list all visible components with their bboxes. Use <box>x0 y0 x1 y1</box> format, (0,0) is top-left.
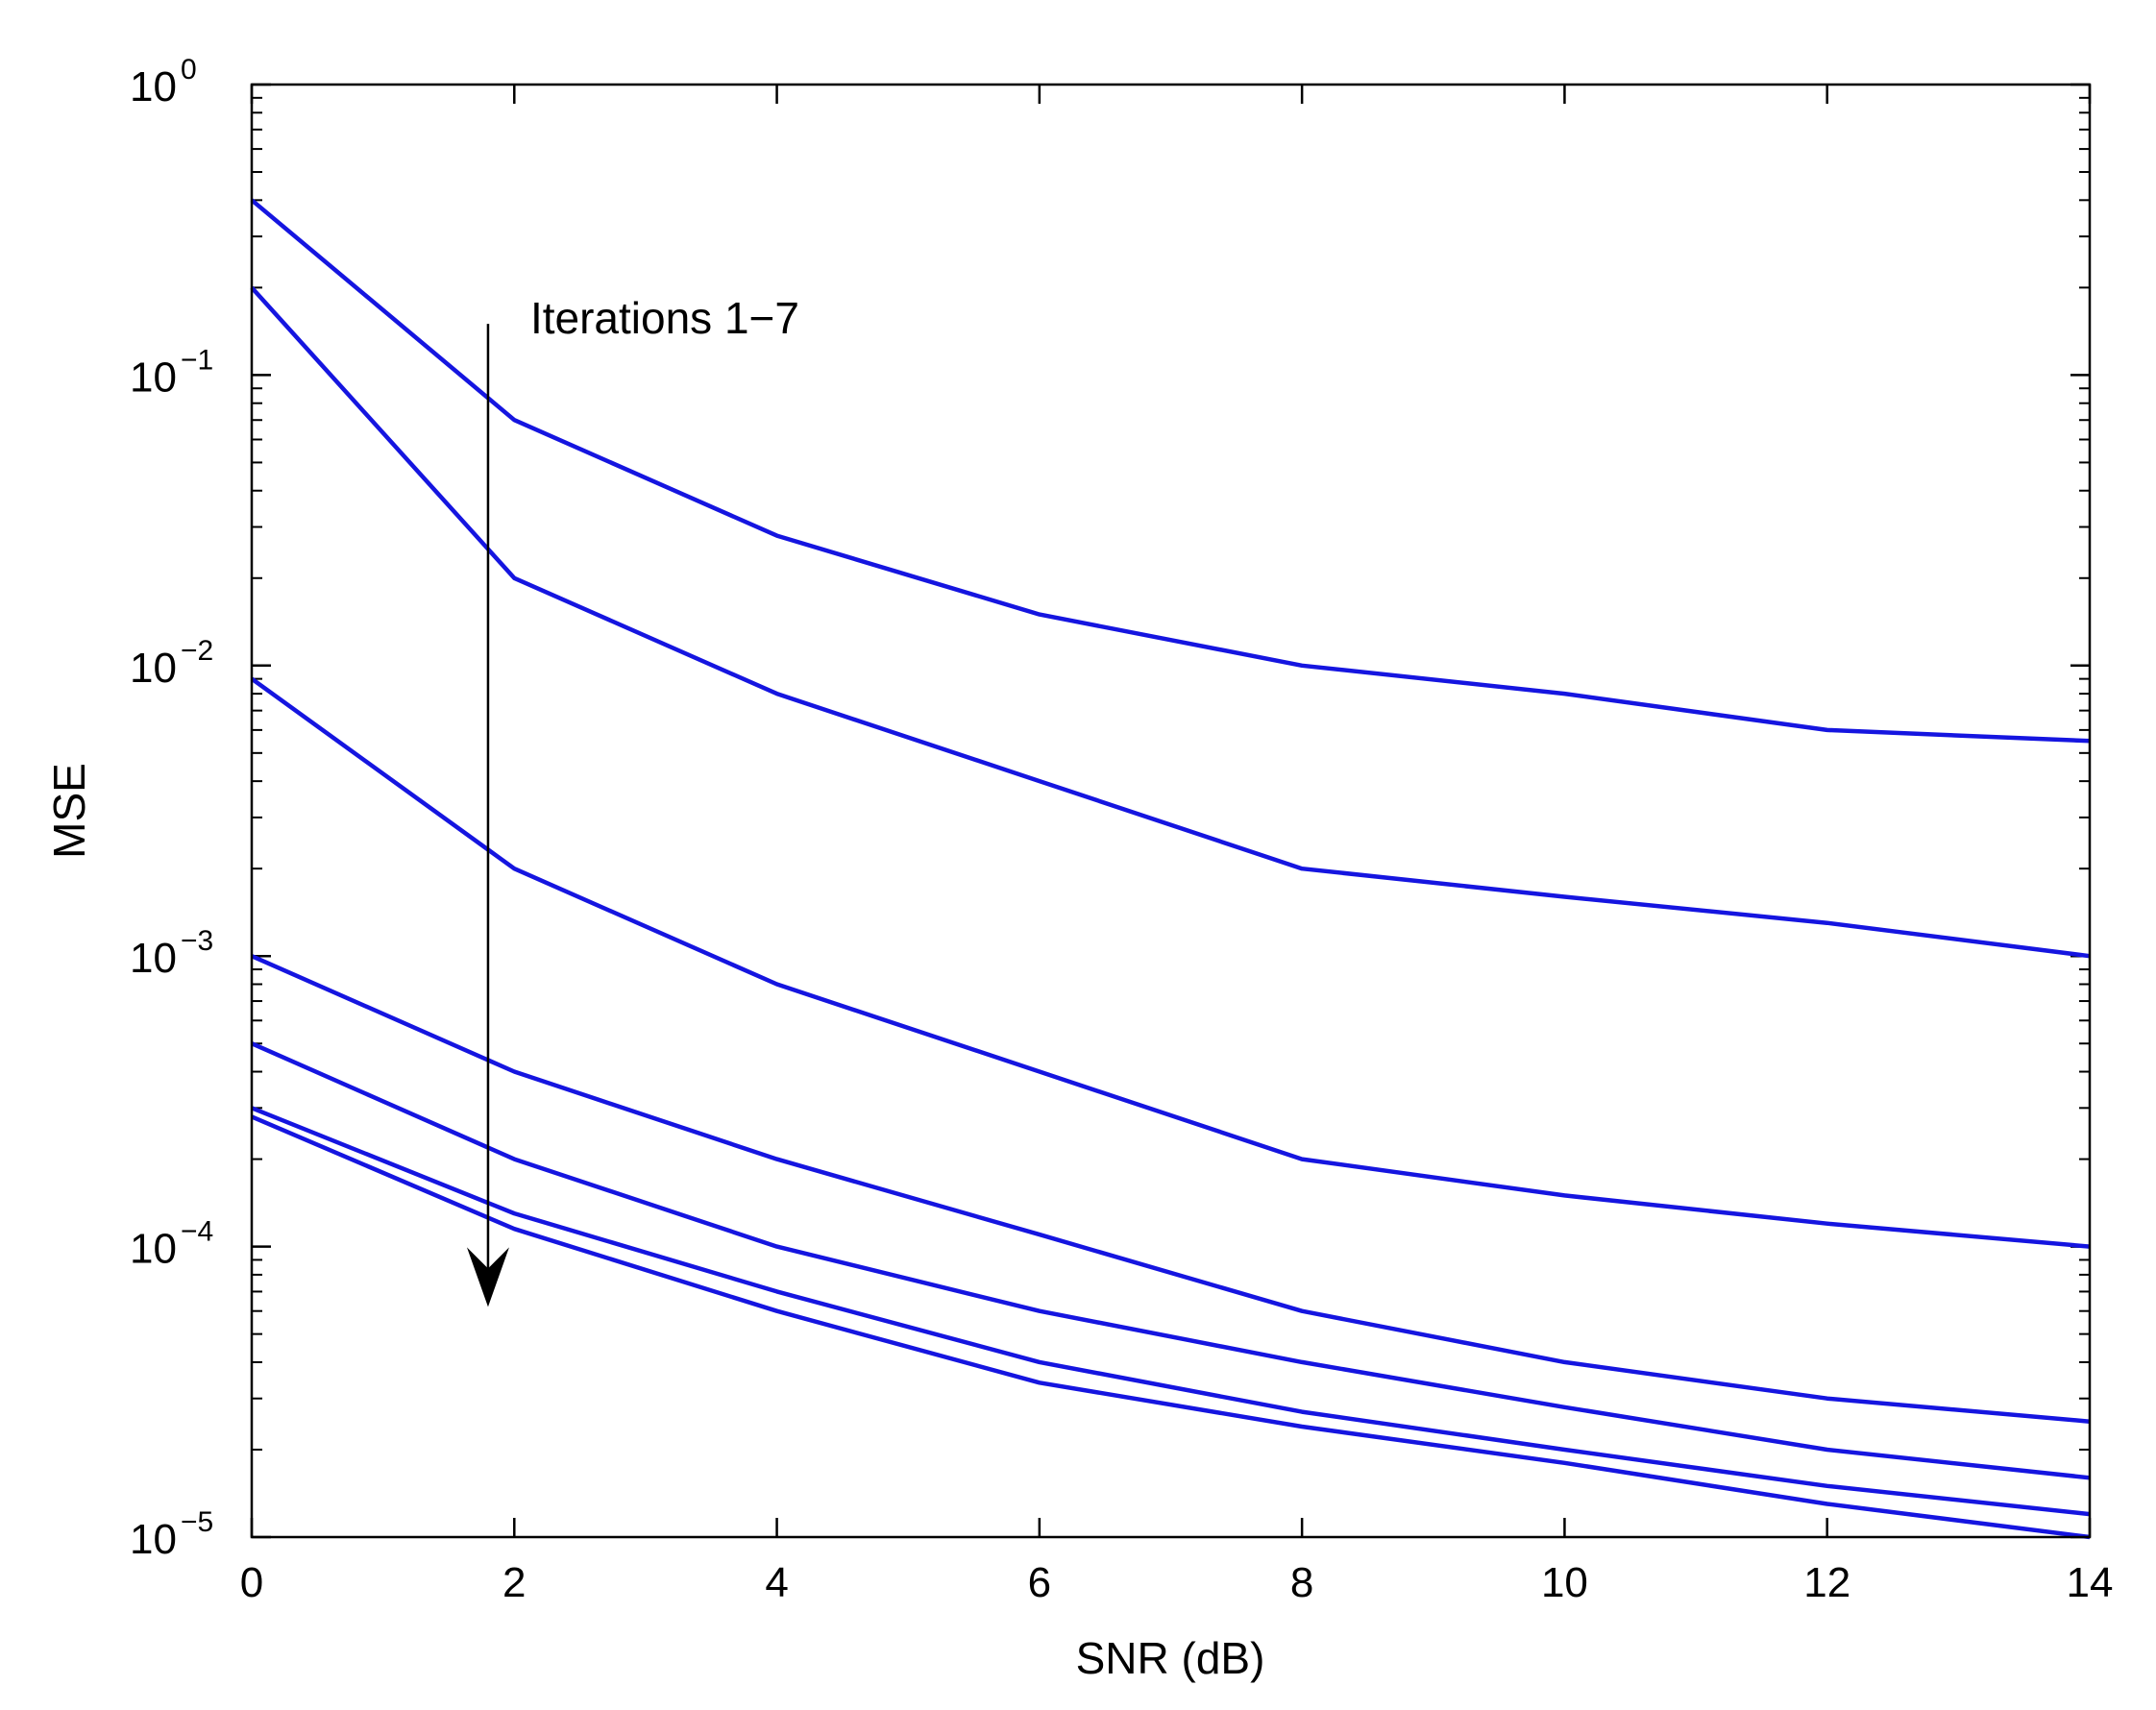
x-tick-label: 12 <box>1803 1559 1850 1606</box>
plot-frame <box>250 83 2092 1539</box>
y-tick-label: 10 −4 <box>130 1216 213 1273</box>
series-line-iteration-2 <box>250 285 2091 959</box>
y-tick-label-base: 10 <box>130 63 177 110</box>
x-tick-label: 4 <box>765 1559 788 1606</box>
y-tick-label-exponent: 0 <box>181 54 197 86</box>
y-tick-label: 10 −3 <box>130 925 213 982</box>
series-line-iteration-1 <box>250 198 2091 744</box>
x-tick-label: 6 <box>1028 1559 1051 1606</box>
x-axis-title: SNR (dB) <box>1076 1633 1265 1683</box>
series-line-iteration-5 <box>251 1041 2091 1480</box>
annotation: Iterations 1−7 <box>466 293 799 1307</box>
y-tick-label-base: 10 <box>130 645 177 692</box>
x-tick-label: 0 <box>240 1559 263 1606</box>
y-tick-label-exponent: −4 <box>181 1216 213 1248</box>
y-tick-label-base: 10 <box>130 1516 177 1563</box>
plot-background <box>252 85 2090 1537</box>
x-tick-label: 2 <box>502 1559 526 1606</box>
series-line-iteration-4 <box>251 954 2091 1424</box>
annotation-arrow-head <box>466 1247 509 1307</box>
y-tick-label: 10 0 <box>130 54 197 110</box>
x-tick-label: 8 <box>1290 1559 1313 1606</box>
y-tick-label: 10 −2 <box>130 635 213 692</box>
x-tick-labels: 0 2 4 6 8 10 12 14 <box>240 1559 2114 1606</box>
series-line-iteration-7 <box>251 1114 2091 1540</box>
x-tick-label: 14 <box>2067 1559 2114 1606</box>
series-line-iteration-3 <box>250 676 2091 1249</box>
y-tick-label-base: 10 <box>130 1226 177 1273</box>
series-line-iteration-6 <box>251 1106 2091 1517</box>
x-tick-label: 10 <box>1541 1559 1588 1606</box>
y-tick-label: 10 −1 <box>130 344 213 401</box>
y-tick-label-base: 10 <box>130 935 177 982</box>
y-tick-label-exponent: −5 <box>181 1506 213 1538</box>
minor-ticks <box>252 96 2090 1451</box>
y-tick-label-exponent: −2 <box>181 635 213 667</box>
series-group <box>250 198 2091 1540</box>
y-tick-label: 10 −5 <box>130 1506 213 1563</box>
y-tick-label-exponent: −1 <box>181 344 213 376</box>
annotation-text: Iterations 1−7 <box>530 293 799 343</box>
y-tick-label-base: 10 <box>130 354 177 401</box>
y-axis-title: MSE <box>44 763 94 859</box>
y-tick-label-exponent: −3 <box>181 925 213 957</box>
